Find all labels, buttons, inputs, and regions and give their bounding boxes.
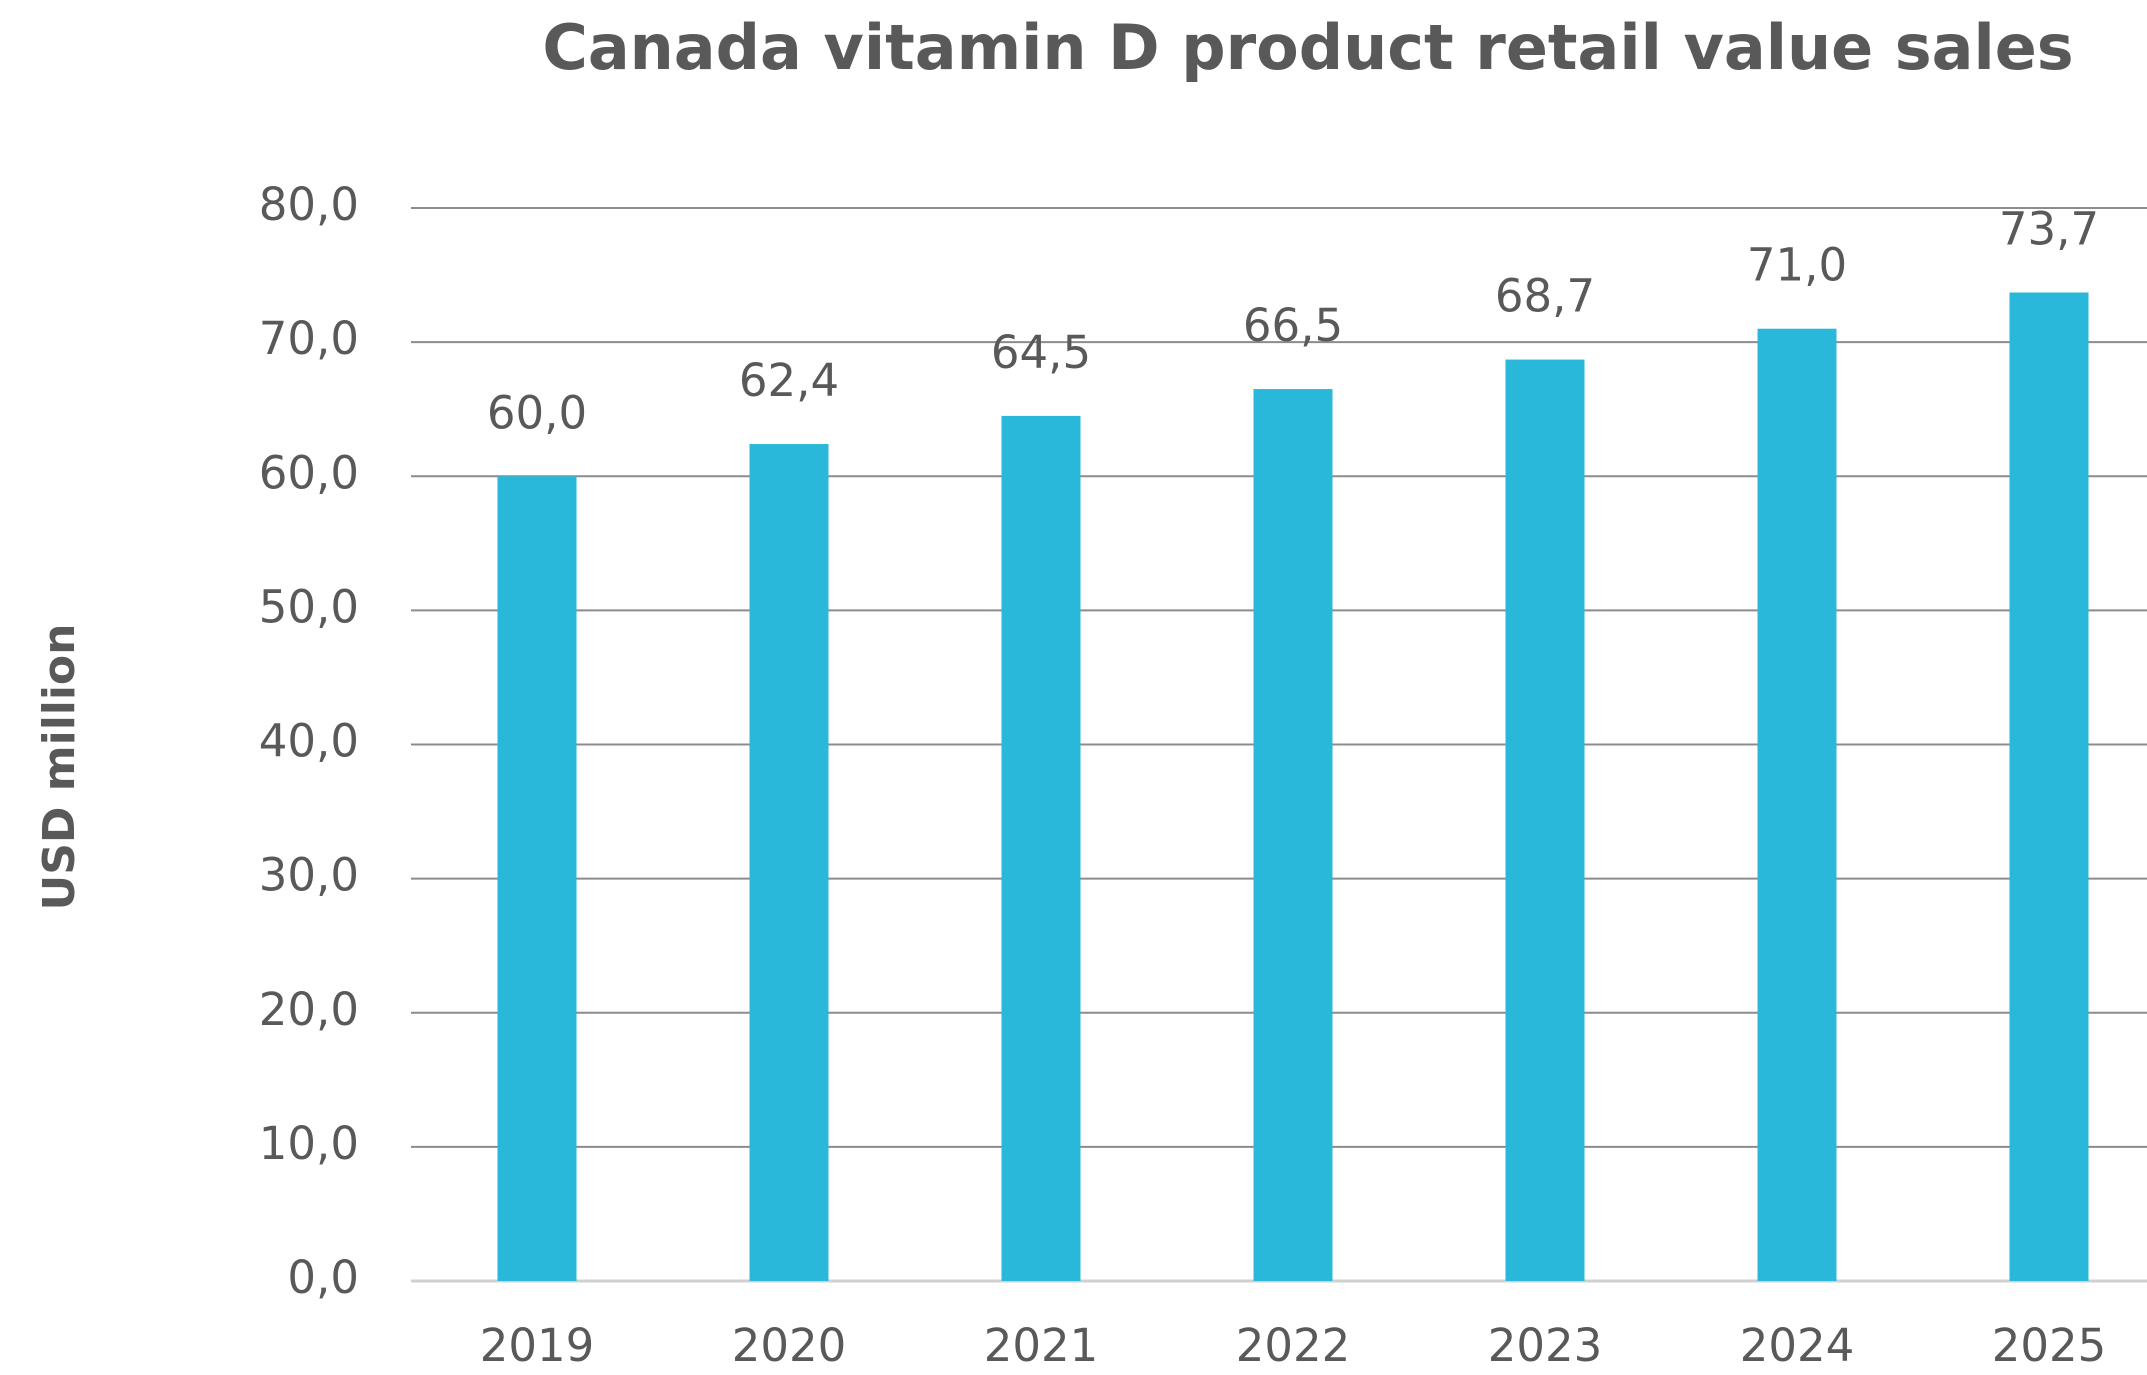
x-tick-label: 2025	[1992, 1319, 2107, 1372]
bar	[1001, 415, 1081, 1281]
chart-title: Canada vitamin D product retail value sa…	[542, 11, 2073, 84]
x-tick-label: 2021	[984, 1319, 1099, 1372]
y-tick-label: 30,0	[259, 849, 359, 902]
bar	[1253, 389, 1333, 1282]
x-tick-label: 2022	[1236, 1319, 1351, 1372]
y-tick-label: 0,0	[287, 1251, 359, 1304]
y-tick-label: 50,0	[259, 580, 359, 633]
data-label: 62,4	[739, 354, 839, 407]
data-label: 68,7	[1495, 270, 1595, 323]
bar	[749, 444, 829, 1281]
y-tick-label: 60,0	[259, 446, 359, 499]
y-tick-label: 20,0	[259, 983, 359, 1036]
data-label: 73,7	[1999, 202, 2099, 255]
bar	[2009, 292, 2089, 1281]
x-tick-label: 2024	[1740, 1319, 1855, 1372]
data-label: 60,0	[487, 386, 587, 439]
x-tick-label: 2019	[480, 1319, 595, 1372]
bar	[1757, 328, 1837, 1281]
y-tick-label: 70,0	[259, 312, 359, 365]
x-tick-label: 2023	[1488, 1319, 1603, 1372]
y-tick-label: 40,0	[259, 715, 359, 768]
y-tick-label: 80,0	[259, 178, 359, 231]
x-tick-label: 2020	[732, 1319, 847, 1372]
bar	[1505, 359, 1585, 1281]
data-label: 64,5	[991, 326, 1091, 379]
y-axis-label: USD million	[34, 624, 85, 911]
y-tick-label: 10,0	[259, 1117, 359, 1170]
data-label: 71,0	[1747, 239, 1847, 292]
data-label: 66,5	[1243, 299, 1343, 352]
bar	[497, 476, 577, 1281]
